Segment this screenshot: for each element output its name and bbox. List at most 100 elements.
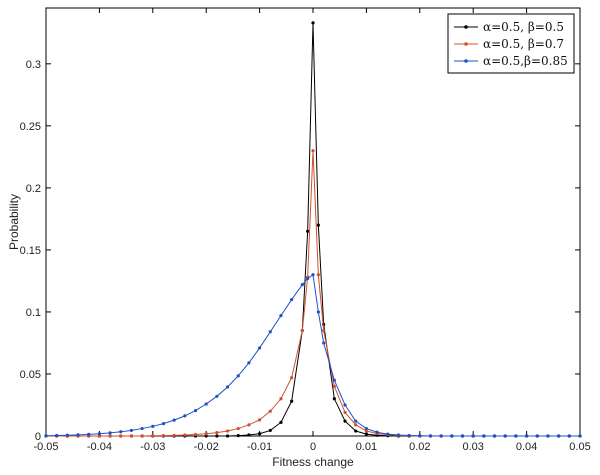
- data-point: [193, 408, 198, 413]
- data-point: [439, 434, 443, 438]
- data-point: [97, 432, 101, 436]
- legend-marker: [464, 25, 468, 29]
- data-point: [343, 419, 347, 423]
- x-tick-label: 0.04: [516, 441, 537, 453]
- data-point: [290, 399, 294, 403]
- data-point: [97, 434, 101, 438]
- data-point: [300, 283, 304, 287]
- data-point: [407, 433, 411, 438]
- series-3: [44, 273, 582, 438]
- data-point: [364, 432, 368, 436]
- data-point: [236, 434, 240, 438]
- data-point: [119, 430, 123, 434]
- data-point: [557, 434, 561, 438]
- data-point: [396, 433, 401, 437]
- data-point: [183, 433, 187, 437]
- data-point: [503, 434, 507, 438]
- data-point: [364, 429, 368, 433]
- data-point: [247, 433, 251, 437]
- data-point: [236, 426, 240, 431]
- data-point: [316, 273, 320, 277]
- data-point: [76, 433, 80, 437]
- data-point: [450, 434, 454, 438]
- data-point: [204, 432, 208, 436]
- data-point: [215, 431, 219, 435]
- data-point: [306, 276, 310, 281]
- data-point: [332, 384, 336, 388]
- y-axis-title: Probability: [7, 194, 21, 250]
- data-point: [215, 434, 219, 438]
- data-point: [332, 397, 336, 401]
- data-point: [375, 430, 379, 434]
- data-point: [535, 434, 539, 438]
- data-point: [268, 330, 272, 334]
- legend-box: [447, 13, 575, 74]
- data-point: [428, 434, 433, 438]
- x-tick-label: 0.03: [462, 441, 483, 453]
- legend-marker: [464, 42, 468, 46]
- data-point: [119, 434, 123, 438]
- axis-ticks: -0.05 -0.04 -0.03 -0.02 -0.01 0 0.01 0.02 0.03 0.…: [20, 8, 591, 453]
- x-tick-label: -0.05: [33, 441, 58, 453]
- y-tick-label: 0.2: [26, 183, 41, 195]
- data-point: [354, 429, 358, 433]
- data-point: [492, 434, 497, 438]
- x-tick-label: -0.02: [194, 441, 219, 453]
- data-point: [514, 434, 518, 438]
- x-tick-label: -0.01: [247, 441, 272, 453]
- data-point: [247, 361, 251, 365]
- data-point: [300, 328, 304, 333]
- data-point: [322, 328, 326, 333]
- data-point: [268, 409, 272, 413]
- data-point: [322, 341, 326, 345]
- data-point: [279, 420, 283, 424]
- data-point: [364, 426, 368, 431]
- data-point: [567, 434, 571, 438]
- data-point: [343, 403, 347, 407]
- data-point: [311, 21, 315, 25]
- data-point: [161, 434, 166, 438]
- data-point: [108, 431, 112, 435]
- data-point: [172, 433, 176, 437]
- data-point: [258, 432, 262, 436]
- data-point: [258, 346, 262, 350]
- data-point: [55, 433, 59, 438]
- plot-area: [45, 7, 581, 437]
- data-point: [215, 394, 219, 398]
- data-point: [482, 434, 486, 438]
- data-point: [193, 432, 198, 437]
- data-point: [279, 397, 283, 401]
- y-tick-label: 0.3: [26, 59, 41, 71]
- data-point: [140, 426, 144, 431]
- data-point: [151, 434, 155, 438]
- data-point: [129, 428, 134, 433]
- data-point: [306, 229, 310, 233]
- data-point: [247, 423, 251, 427]
- y-tick-label: 0.1: [26, 307, 41, 319]
- y-tick-label: 0.25: [20, 121, 41, 133]
- data-point: [258, 418, 262, 422]
- x-tick-label: 0.02: [409, 441, 430, 453]
- data-point: [225, 385, 230, 389]
- data-point: [44, 434, 48, 438]
- data-point: [386, 432, 390, 436]
- data-point: [525, 434, 529, 438]
- data-point: [546, 434, 550, 438]
- data-point: [204, 402, 208, 406]
- data-point: [578, 434, 582, 438]
- y-tick-label: 0: [35, 431, 41, 443]
- x-tick-label: -0.04: [87, 441, 112, 453]
- data-point: [279, 314, 283, 318]
- data-point: [311, 273, 315, 277]
- data-point: [354, 419, 358, 423]
- legend-label: α=0.5, β=0.7: [483, 37, 564, 51]
- data-point: [204, 434, 208, 438]
- data-point: [311, 149, 315, 153]
- data-point: [140, 434, 144, 438]
- legend-label: α=0.5, β=0.5: [483, 20, 564, 34]
- series-layer: [44, 21, 582, 438]
- data-point: [108, 434, 112, 438]
- data-point: [65, 433, 69, 437]
- data-point: [471, 434, 475, 438]
